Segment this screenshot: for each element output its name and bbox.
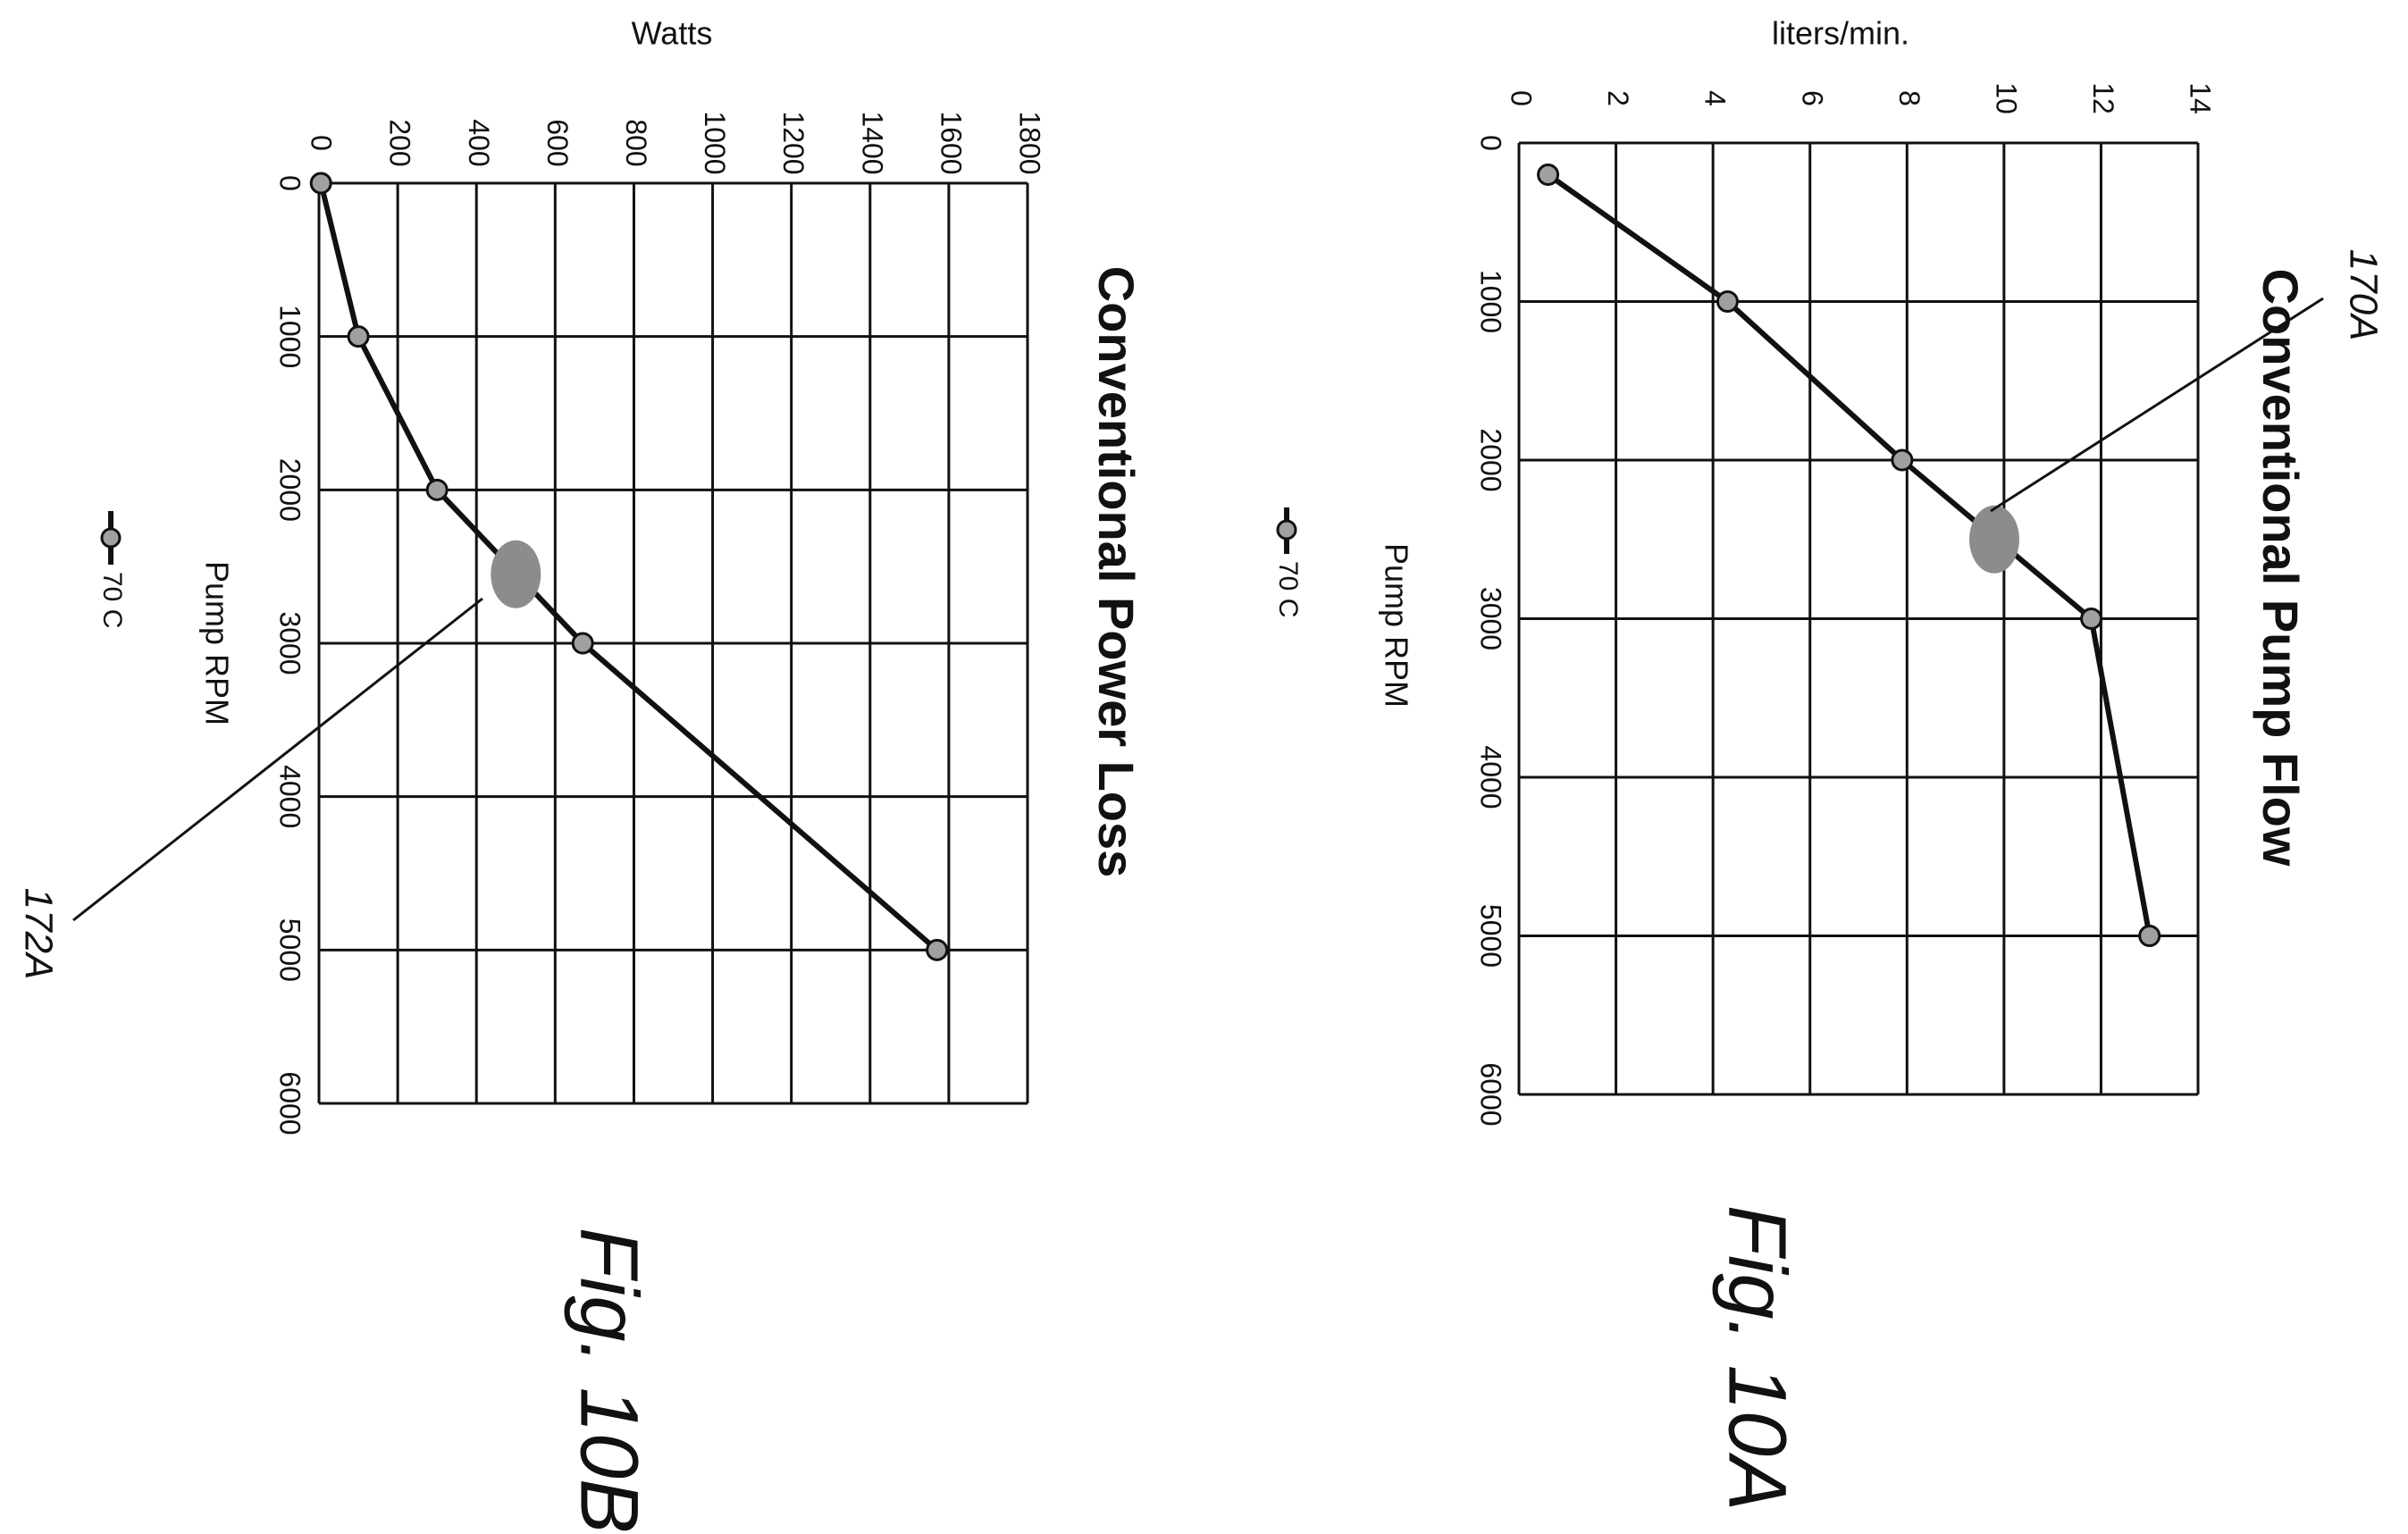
chart-a-data-point (1537, 163, 1560, 186)
chart-a-y-tick-label: 2 (1602, 90, 1634, 106)
chart-b-x-tick-label: 1000 (274, 305, 306, 368)
chart-b-series-line (318, 182, 939, 952)
chart-a-x-tick-label: 3000 (1475, 587, 1507, 650)
chart-a-y-tick-label: 6 (1796, 90, 1828, 106)
chart-b-legend-label: 70 C (97, 572, 127, 628)
chart-a-x-tick-label: 1000 (1475, 270, 1507, 333)
chart-b-data-point (347, 325, 370, 348)
chart-b-y-tick-label: 200 (384, 119, 416, 166)
chart-b-y-tick-label: 0 (306, 135, 338, 151)
chart-a-tick-labels: 0 1000 2000 3000 4000 5000 6000 0 2 4 6 8 10 12 14 (1475, 82, 2217, 1126)
chart-b-legend-marker (100, 527, 122, 549)
chart-b-y-tick-label: 1000 (699, 111, 731, 174)
chart-a-ref-leader (1990, 297, 2324, 513)
chart-a-operating-point (1969, 505, 2019, 574)
chart-a-x-tick-label: 5000 (1475, 904, 1507, 968)
chart-a-y-tick-label: 12 (2087, 82, 2119, 114)
chart-b-y-tick-label: 1200 (777, 111, 810, 174)
chart-b-y-tick-label: 400 (463, 119, 495, 166)
chart-a: 0 1000 2000 3000 4000 5000 6000 0 2 4 6 8 10 12 14 lit… (1273, 15, 2385, 1512)
chart-b-data-point (425, 478, 449, 501)
chart-b-y-tick-label: 1800 (1014, 111, 1046, 174)
chart-b-tick-labels: 0 1000 2000 3000 4000 5000 6000 0 200 400 600 800 10… (274, 111, 1046, 1135)
chart-a-y-tick-label: 10 (1990, 82, 2022, 114)
chart-b-legend: 70 C (97, 511, 127, 628)
chart-b-y-tick-label: 1600 (935, 111, 967, 174)
chart-b-y-tick-label: 800 (620, 119, 652, 166)
chart-b-ref-leader (72, 597, 483, 922)
chart-b-data-point (926, 938, 949, 961)
chart-b-ylabel: Watts (632, 15, 713, 52)
chart-a-xlabel: Pump RPM (1378, 543, 1414, 708)
chart-b-x-tick-label: 3000 (274, 611, 306, 675)
chart-b-xlabel: Pump RPM (198, 561, 235, 725)
chart-b-grid (317, 181, 1029, 1105)
chart-b-y-tick-label: 1400 (856, 111, 888, 174)
chart-b-operating-point (491, 540, 541, 608)
chart-b-x-tick-label: 5000 (274, 918, 306, 982)
chart-b-data-point (309, 172, 332, 195)
chart-b-plot (309, 172, 949, 961)
chart-a-data-point (1891, 448, 1914, 472)
chart-a-figure-label: Fig. 10A (1712, 1205, 1803, 1512)
chart-a-x-tick-label: 4000 (1475, 745, 1507, 809)
chart-a-x-tick-label: 2000 (1475, 428, 1507, 491)
chart-b-x-tick-label: 4000 (274, 765, 306, 828)
chart-a-x-tick-label: 6000 (1475, 1062, 1507, 1126)
chart-b-ref-label: 172A (16, 888, 60, 980)
chart-b-x-tick-label: 0 (274, 175, 306, 191)
chart-b-data-point (571, 632, 594, 655)
chart-b: 0 1000 2000 3000 4000 5000 6000 0 200 400 600 800 10… (16, 15, 1145, 1534)
chart-a-ref-label: 170A (2341, 249, 2385, 341)
chart-b-title: Conventional Power Loss (1088, 266, 1145, 878)
chart-b-x-tick-label: 2000 (274, 458, 306, 522)
chart-a-y-tick-label: 8 (1893, 90, 1926, 106)
chart-a-legend: 70 C (1273, 507, 1303, 617)
chart-a-x-tick-label: 0 (1475, 135, 1507, 151)
chart-a-data-point (2080, 608, 2103, 630)
chart-a-series-line (1546, 172, 2152, 937)
chart-b-y-tick-label: 600 (541, 119, 574, 166)
chart-a-data-point (2138, 925, 2161, 947)
chart-a-plot (1537, 163, 2161, 947)
chart-a-y-tick-label: 14 (2185, 82, 2217, 114)
chart-b-figure-label: Fig. 10B (564, 1228, 655, 1534)
chart-a-y-tick-label: 4 (1699, 90, 1732, 106)
chart-a-title: Conventional Pump Flow (2253, 269, 2309, 867)
chart-a-data-point (1716, 290, 1739, 313)
chart-a-ylabel: liters/min. (1772, 15, 1909, 52)
chart-a-legend-marker (1276, 519, 1297, 541)
chart-b-x-tick-label: 6000 (274, 1071, 306, 1135)
chart-a-y-tick-label: 0 (1506, 90, 1538, 106)
chart-a-legend-label: 70 C (1273, 561, 1303, 617)
